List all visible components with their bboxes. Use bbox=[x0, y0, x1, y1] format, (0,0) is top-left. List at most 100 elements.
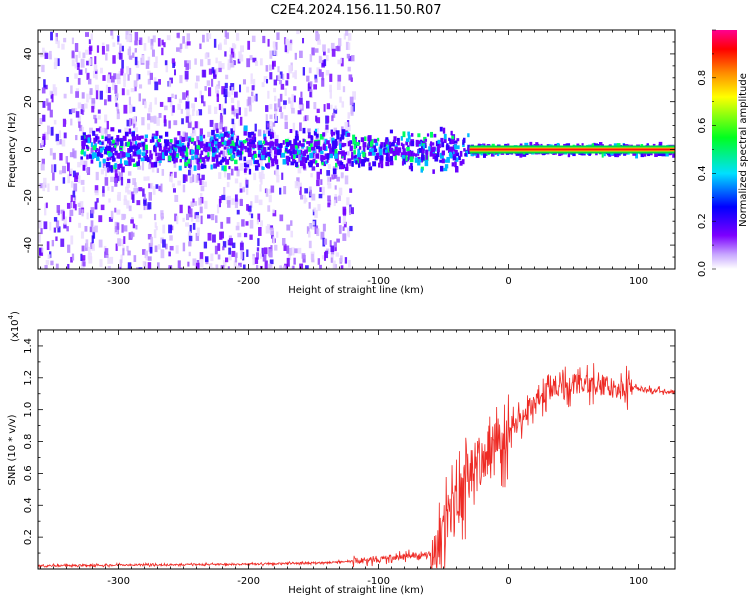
spectrogram-band-cell bbox=[380, 163, 384, 169]
spectrogram-noise-cell bbox=[192, 159, 195, 165]
spectrogram-noise-cell bbox=[102, 75, 106, 81]
spectrogram-noise-cell bbox=[179, 75, 183, 84]
spectrogram-band-cell bbox=[182, 145, 186, 152]
spectrogram-noise-cell bbox=[55, 185, 59, 191]
spectrogram-y-label: Frequency (Hz) bbox=[7, 112, 18, 188]
spectrogram-noise-cell bbox=[75, 134, 78, 141]
spectrogram-noise-cell bbox=[263, 152, 266, 161]
spectrogram-noise-cell bbox=[198, 109, 203, 116]
spectrogram-band-cell bbox=[240, 145, 244, 151]
spectrogram-band-cell bbox=[174, 147, 178, 152]
spectrogram-noise-cell bbox=[327, 267, 330, 269]
spectrogram-noise-cell bbox=[239, 242, 244, 251]
spectrogram-noise-cell bbox=[169, 235, 173, 241]
spectrogram-noise-cell bbox=[213, 38, 217, 48]
spectrogram-noise-cell bbox=[127, 262, 132, 269]
spectrogram-noise-cell bbox=[267, 205, 271, 212]
spectrogram-noise-cell bbox=[207, 58, 211, 66]
spectrogram-noise-cell bbox=[126, 245, 129, 252]
spectrogram-noise-cell bbox=[297, 247, 302, 254]
spectrogram-band-cell bbox=[378, 146, 383, 153]
spectrogram-band-cell bbox=[519, 151, 523, 158]
spectrogram-band-cell bbox=[306, 141, 310, 145]
spectrogram-band-cell bbox=[435, 140, 439, 147]
spectrogram-noise-cell bbox=[109, 256, 114, 264]
spectrogram-noise-cell bbox=[234, 178, 239, 184]
spectrogram-band-cell bbox=[410, 133, 414, 137]
spectrogram-noise-cell bbox=[204, 86, 207, 91]
spectrogram-band-cell bbox=[320, 154, 324, 161]
spectrogram-band-cell bbox=[92, 145, 97, 151]
spectrogram-band-cell bbox=[99, 147, 103, 153]
spectrogram-noise-cell bbox=[142, 249, 146, 255]
spectrogram-noise-cell bbox=[84, 68, 88, 74]
spectrogram-band-cell bbox=[451, 162, 455, 167]
spectrogram-noise-cell bbox=[316, 179, 320, 187]
spectrogram-noise-cell bbox=[318, 55, 322, 64]
spectrogram-noise-cell bbox=[74, 107, 78, 113]
spectrogram-noise-cell bbox=[236, 265, 241, 269]
spectrogram-noise-cell bbox=[44, 208, 47, 216]
spectrogram-noise-cell bbox=[275, 167, 279, 177]
spectrogram-noise-cell bbox=[168, 79, 172, 88]
spectrogram-noise-cell bbox=[248, 104, 252, 112]
spectrogram-band-cell bbox=[640, 151, 644, 158]
spectrogram-noise-cell bbox=[143, 193, 146, 200]
spectrogram-noise-cell bbox=[281, 172, 284, 180]
spectrogram-noise-cell bbox=[114, 85, 118, 94]
spectrogram-noise-cell bbox=[110, 75, 115, 83]
spectrogram-noise-cell bbox=[314, 78, 318, 83]
spectrogram-noise-cell bbox=[131, 138, 135, 145]
spectrogram-band-cell bbox=[377, 137, 380, 142]
spectrogram-noise-cell bbox=[348, 259, 351, 268]
spectrogram-band-cell bbox=[317, 140, 320, 145]
spectrogram-noise-cell bbox=[142, 261, 145, 267]
spectrogram-noise-cell bbox=[153, 115, 157, 124]
spectrogram-band-cell bbox=[177, 131, 181, 136]
spectrogram-noise-cell bbox=[128, 118, 133, 126]
spectrogram-noise-cell bbox=[305, 115, 309, 121]
spectrogram-band-cell bbox=[257, 153, 261, 158]
spectrogram-band-cell bbox=[262, 147, 267, 153]
spectrogram-noise-cell bbox=[71, 59, 75, 67]
colorbar-ticks: 0.00.20.40.60.8 bbox=[697, 29, 716, 277]
spectrogram-band-cell bbox=[229, 148, 233, 154]
spectrogram-noise-cell bbox=[117, 35, 120, 42]
spectrogram-noise-cell bbox=[284, 88, 287, 96]
spectrogram-noise-cell bbox=[207, 87, 212, 97]
spectrogram-noise-cell bbox=[199, 128, 203, 135]
spectrogram-band-cell bbox=[371, 148, 374, 152]
spectrogram-noise-cell bbox=[236, 222, 240, 229]
spectrogram-band-cell bbox=[339, 137, 342, 142]
spectrogram-noise-cell bbox=[258, 199, 263, 206]
spectrogram-noise-cell bbox=[215, 215, 218, 223]
spectrogram-band-cell bbox=[222, 127, 225, 132]
spectrogram-noise-cell bbox=[99, 90, 103, 100]
spectrogram-band-cell bbox=[343, 154, 346, 160]
spectrogram-noise-cell bbox=[318, 193, 323, 199]
spectrogram-band-cell bbox=[82, 140, 86, 147]
spectrogram-noise-cell bbox=[165, 65, 169, 73]
spectrogram-band-cell bbox=[441, 158, 445, 164]
spectrogram-band-cell bbox=[443, 167, 448, 172]
spectrogram-noise-cell bbox=[115, 243, 118, 251]
spectrogram-band-cell bbox=[221, 140, 225, 145]
spectrogram-noise-cell bbox=[66, 202, 71, 209]
spectrogram-noise-cell bbox=[175, 245, 179, 254]
spectrogram-band-cell bbox=[132, 145, 137, 149]
spectrogram-noise-cell bbox=[179, 204, 183, 214]
spectrogram-band-cell bbox=[253, 159, 256, 164]
spectrogram-band-cell bbox=[179, 159, 182, 163]
spectrogram-noise-cell bbox=[204, 53, 208, 59]
spectrogram-noise-cell bbox=[312, 209, 315, 216]
spectrogram-noise-cell bbox=[285, 38, 289, 46]
spectrogram-noise-cell bbox=[246, 204, 249, 211]
spectrogram-noise-cell bbox=[288, 65, 293, 74]
spectrogram-band-cell bbox=[87, 137, 91, 144]
spectrogram-noise-cell bbox=[307, 231, 311, 238]
spectrogram-noise-cell bbox=[212, 124, 215, 132]
spectrogram-noise-cell bbox=[117, 238, 121, 247]
spectrogram-band-cell bbox=[202, 164, 207, 169]
spectrogram-band-cell bbox=[426, 133, 430, 137]
spectrogram-band-cell bbox=[368, 148, 373, 154]
